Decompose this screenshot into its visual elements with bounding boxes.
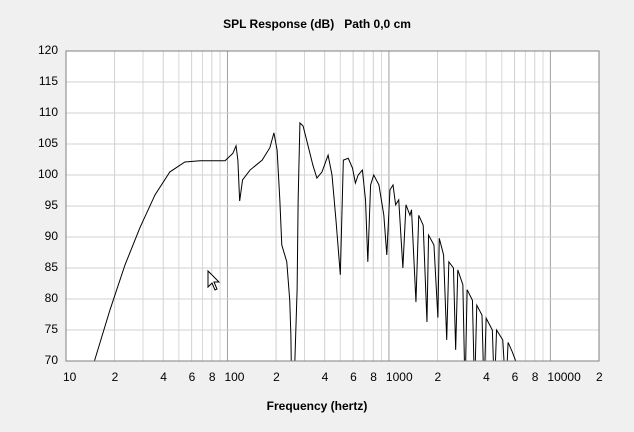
x-tick-label: 4 bbox=[483, 370, 490, 384]
y-tick-label: 105 bbox=[38, 136, 58, 150]
x-tick-label: 100 bbox=[224, 370, 244, 384]
x-tick-label: 1000 bbox=[386, 370, 413, 384]
curve-layer bbox=[93, 121, 517, 361]
x-tick-label: 4 bbox=[322, 370, 329, 384]
x-tick-label: 2 bbox=[435, 370, 442, 384]
y-tick-label: 90 bbox=[45, 229, 59, 243]
chart-title: SPL Response (dB) Path 0,0 cm bbox=[223, 17, 411, 31]
x-tick-label: 2 bbox=[112, 370, 119, 384]
x-tick-label: 4 bbox=[160, 370, 167, 384]
x-tick-label: 8 bbox=[209, 370, 216, 384]
x-tick-label: 2 bbox=[273, 370, 280, 384]
x-tick-label: 8 bbox=[532, 370, 539, 384]
mouse-cursor bbox=[207, 269, 221, 291]
y-tick-label: 80 bbox=[45, 291, 59, 305]
y-tick-label: 85 bbox=[45, 260, 59, 274]
y-tick-label: 70 bbox=[45, 353, 59, 367]
plot-border bbox=[65, 50, 600, 362]
y-tick-label: 100 bbox=[38, 167, 58, 181]
x-tick-label: 6 bbox=[189, 370, 196, 384]
x-tick-label: 2 bbox=[596, 370, 603, 384]
y-tick-label: 75 bbox=[45, 322, 59, 336]
x-tick-label: 6 bbox=[512, 370, 519, 384]
x-tick-label: 10000 bbox=[547, 370, 581, 384]
y-tick-label: 95 bbox=[45, 198, 59, 212]
x-tick-label: 8 bbox=[370, 370, 377, 384]
x-tick-label: 10 bbox=[63, 370, 77, 384]
x-axis-label: Frequency (hertz) bbox=[267, 399, 368, 413]
grid bbox=[65, 50, 600, 362]
y-tick-label: 110 bbox=[39, 105, 58, 119]
y-tick-label: 120 bbox=[38, 43, 58, 57]
spl-curve bbox=[93, 121, 517, 361]
x-tick-label: 6 bbox=[350, 370, 357, 384]
y-tick-label: 115 bbox=[39, 74, 58, 88]
